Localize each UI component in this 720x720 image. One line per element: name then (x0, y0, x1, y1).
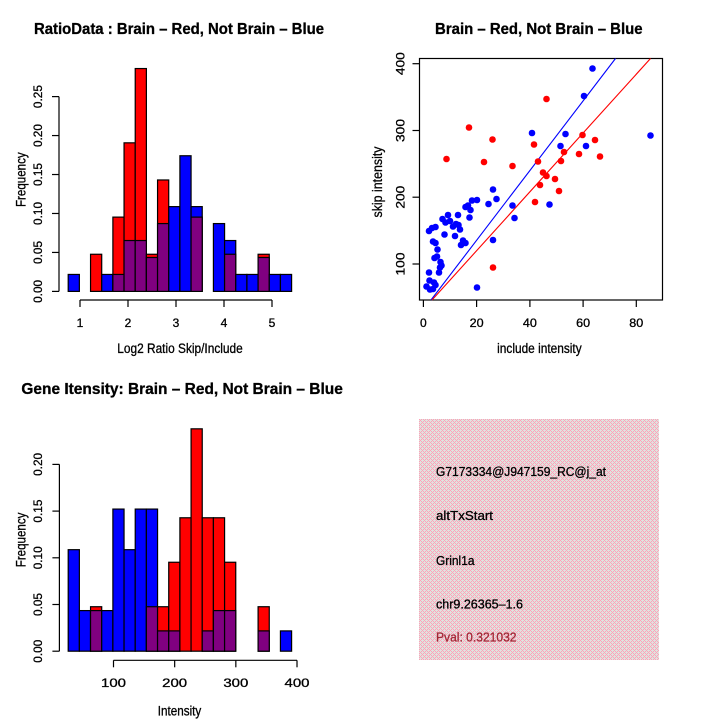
svg-text:1: 1 (77, 316, 84, 330)
svg-text:0.20: 0.20 (31, 124, 45, 147)
svg-text:60: 60 (576, 316, 590, 330)
svg-text:Brain – Red, Not Brain – Blue: Brain – Red, Not Brain – Blue (435, 21, 643, 38)
svg-text:300: 300 (223, 676, 248, 690)
svg-text:400: 400 (394, 52, 408, 75)
svg-text:Pval: 0.321032: Pval: 0.321032 (436, 631, 517, 645)
svg-text:0.20: 0.20 (31, 453, 45, 476)
svg-text:0.00: 0.00 (31, 639, 45, 662)
svg-text:200: 200 (162, 676, 187, 690)
svg-text:5: 5 (269, 316, 276, 330)
svg-text:Frequency: Frequency (14, 512, 29, 567)
svg-text:0.05: 0.05 (31, 241, 45, 264)
svg-text:4: 4 (221, 316, 228, 330)
svg-text:0.15: 0.15 (31, 163, 45, 186)
svg-text:300: 300 (394, 119, 408, 142)
svg-text:Intensity: Intensity (158, 703, 202, 718)
svg-text:3: 3 (173, 316, 180, 330)
svg-text:0.15: 0.15 (31, 499, 45, 522)
svg-text:2: 2 (125, 316, 132, 330)
svg-text:skip intensity: skip intensity (370, 146, 385, 217)
svg-text:400: 400 (285, 676, 310, 690)
svg-text:Frequency: Frequency (14, 152, 29, 207)
svg-text:200: 200 (394, 185, 408, 208)
svg-text:0.10: 0.10 (31, 546, 45, 569)
svg-text:0.05: 0.05 (31, 593, 45, 616)
svg-text:Grinl1a: Grinl1a (436, 554, 475, 568)
svg-text:100: 100 (394, 252, 408, 275)
svg-text:RatioData : Brain – Red, Not B: RatioData : Brain – Red, Not Brain – Blu… (34, 21, 324, 38)
svg-text:80: 80 (629, 316, 643, 330)
svg-text:include intensity: include intensity (497, 341, 582, 356)
svg-text:0.25: 0.25 (31, 85, 45, 108)
svg-text:20: 20 (470, 316, 484, 330)
svg-text:G7173334@J947159_RC@j_at: G7173334@J947159_RC@j_at (436, 465, 607, 479)
svg-text:0: 0 (420, 316, 427, 330)
svg-text:Gene Itensity: Brain – Red, No: Gene Itensity: Brain – Red, Not Brain – … (21, 381, 342, 398)
svg-text:chr9.26365–1.6: chr9.26365–1.6 (436, 597, 523, 611)
svg-text:40: 40 (523, 316, 537, 330)
svg-text:altTxStart: altTxStart (436, 509, 494, 523)
svg-text:Log2 Ratio Skip/Include: Log2 Ratio Skip/Include (117, 341, 242, 356)
svg-text:100: 100 (101, 676, 126, 690)
svg-text:0.10: 0.10 (31, 202, 45, 225)
svg-text:0.00: 0.00 (31, 280, 45, 303)
